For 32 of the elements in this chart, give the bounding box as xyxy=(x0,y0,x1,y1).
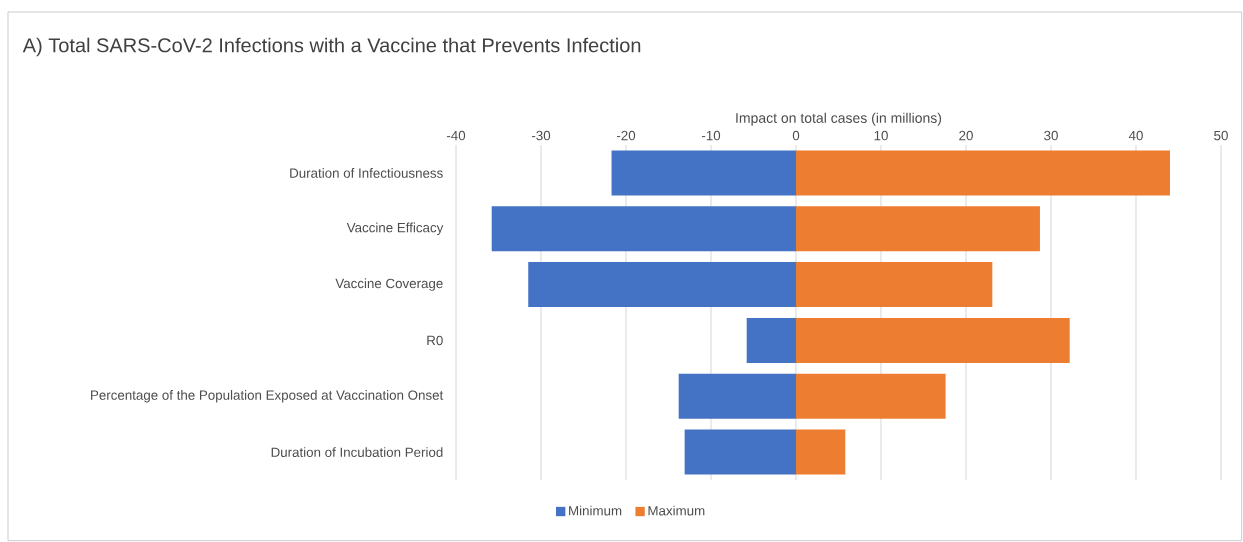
y-tick-label: Percentage of the Population Exposed at Vaccination Onset xyxy=(91,390,444,403)
y-tick-label: Vaccine Efficacy xyxy=(346,222,444,235)
x-tick-label: 20 xyxy=(959,130,973,141)
bar xyxy=(796,150,1170,196)
x-tick-label: -40 xyxy=(446,130,466,141)
y-tick-label: Duration of Infectiousness xyxy=(290,168,443,178)
y-tick-label: Duration of Incubation Period xyxy=(271,447,443,457)
bar xyxy=(796,262,993,308)
bar xyxy=(611,150,796,196)
bar xyxy=(796,317,1070,363)
x-tick-label: 0 xyxy=(792,130,800,141)
x-axis-title: Impact on total cases (in millions) xyxy=(736,112,942,126)
bar xyxy=(796,373,946,419)
y-tick-label: R0 xyxy=(427,335,443,346)
legend-label: Minimum xyxy=(569,505,622,516)
bar xyxy=(684,429,796,475)
bar xyxy=(796,206,1040,252)
legend-label: Maximum xyxy=(648,505,705,516)
chart-title: A) Total SARS-CoV-2 Infections with a Vaccine that Prevents Infection xyxy=(22,37,641,57)
x-tick-label: 10 xyxy=(874,130,888,141)
x-tick-label: -30 xyxy=(531,130,551,141)
x-tick-label: -10 xyxy=(701,130,721,141)
x-tick-label: 40 xyxy=(1128,130,1143,141)
bar xyxy=(528,262,796,308)
x-tick-label: 30 xyxy=(1044,130,1058,141)
bar xyxy=(746,317,796,363)
y-tick-label: Vaccine Coverage xyxy=(335,278,443,291)
x-tick-label: 50 xyxy=(1214,130,1228,141)
bar xyxy=(491,206,796,252)
x-tick-label: -20 xyxy=(616,130,636,141)
bar xyxy=(796,429,846,475)
bar xyxy=(678,373,796,419)
